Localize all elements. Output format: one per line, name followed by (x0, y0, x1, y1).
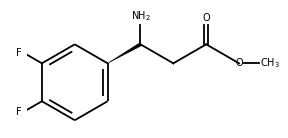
Polygon shape (108, 43, 141, 63)
Text: O: O (202, 13, 210, 23)
Text: O: O (235, 58, 243, 68)
Text: CH$_3$: CH$_3$ (259, 56, 280, 70)
Text: F: F (16, 48, 21, 58)
Text: NH$_2$: NH$_2$ (130, 9, 150, 23)
Text: F: F (16, 107, 21, 117)
